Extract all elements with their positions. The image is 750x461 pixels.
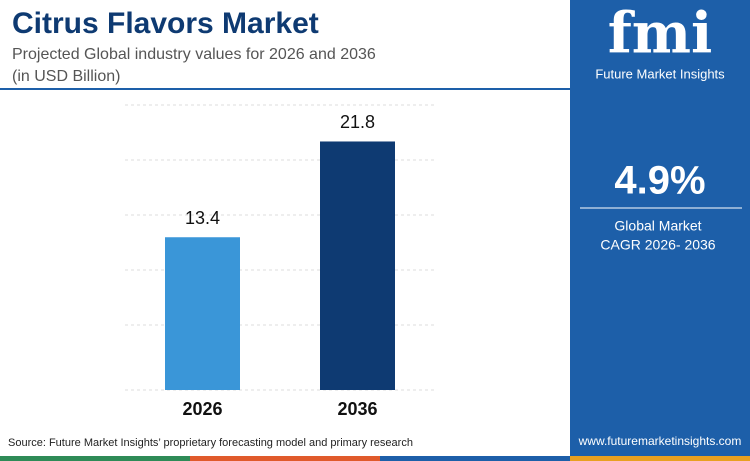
sidebar-panel <box>570 0 750 461</box>
x-tick-label: 2026 <box>182 399 222 419</box>
footer-stripe <box>0 456 190 461</box>
footer-stripe <box>380 456 570 461</box>
footer-stripe <box>570 456 750 461</box>
cagr-label: Global Market <box>614 218 701 234</box>
brand-name: Future Market Insights <box>595 66 725 81</box>
brand-logo: fmi <box>608 1 713 67</box>
chart-title: Citrus Flavors Market <box>12 7 319 40</box>
chart-subtitle: (in USD Billion) <box>12 68 120 85</box>
cagr-label: CAGR 2026- 2036 <box>600 237 715 253</box>
source-note: Source: Future Market Insights’ propriet… <box>8 437 413 449</box>
footer-stripe <box>190 456 380 461</box>
bar <box>165 237 240 390</box>
value-label: 13.4 <box>185 208 220 228</box>
bar <box>320 141 395 390</box>
website-url: www.futuremarketinsights.com <box>578 434 742 448</box>
cagr-value: 4.9% <box>614 159 705 203</box>
x-tick-label: 2036 <box>337 399 377 419</box>
value-label: 21.8 <box>340 112 375 132</box>
chart-subtitle: Projected Global industry values for 202… <box>12 46 376 63</box>
